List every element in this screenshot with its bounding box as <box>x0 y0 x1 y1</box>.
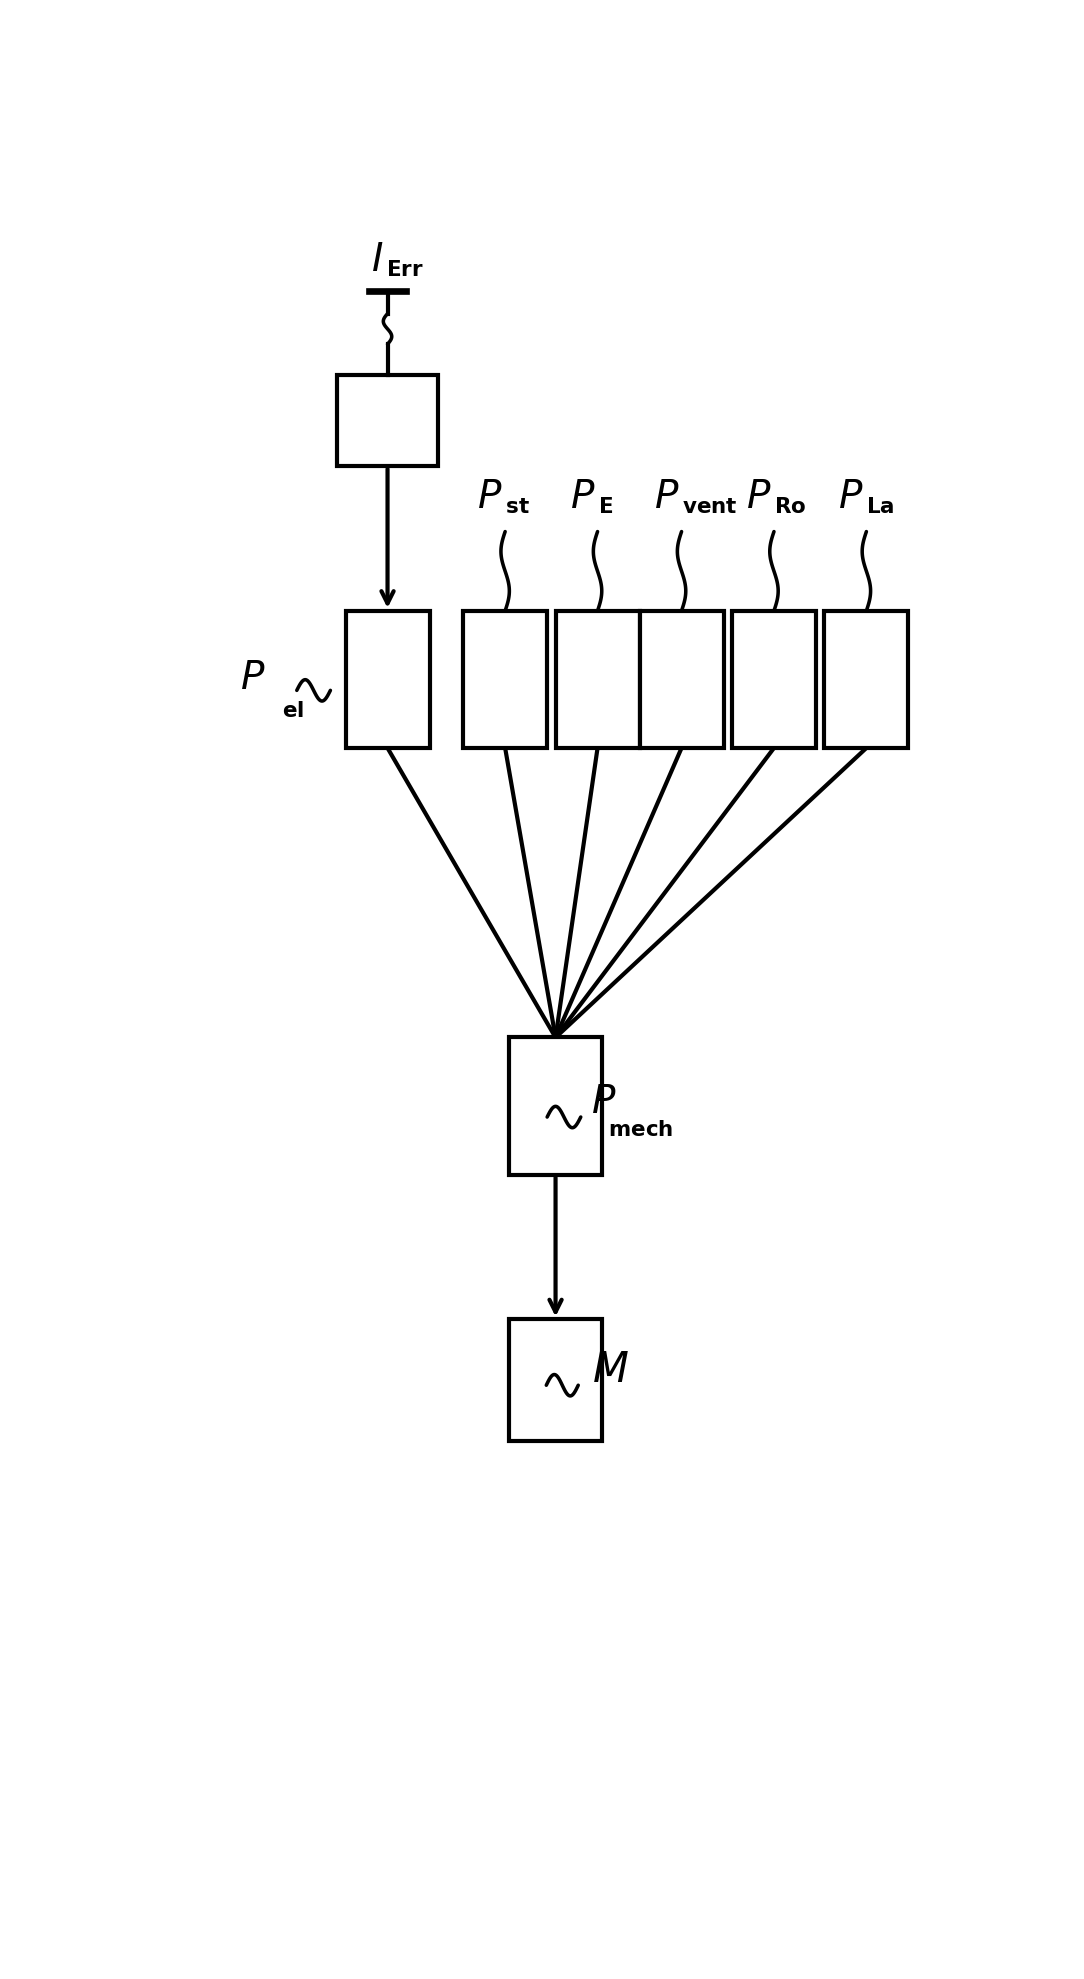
Text: $\mathit{P}$: $\mathit{P}$ <box>591 1083 616 1120</box>
Text: $_{\mathbf{Err}}$: $_{\mathbf{Err}}$ <box>386 249 424 279</box>
Text: $\mathit{P}$: $\mathit{P}$ <box>477 479 503 517</box>
Text: $\mathit{P}$: $\mathit{P}$ <box>654 479 679 517</box>
Text: $\mathit{I}$: $\mathit{I}$ <box>371 241 384 279</box>
Text: $_{\mathbf{La}}$: $_{\mathbf{La}}$ <box>866 487 895 517</box>
Text: $_{\mathbf{Ro}}$: $_{\mathbf{Ro}}$ <box>774 487 806 517</box>
Bar <box>509 1037 602 1176</box>
Bar <box>463 612 547 748</box>
Bar <box>509 1320 602 1441</box>
Text: $_{\mathbf{st}}$: $_{\mathbf{st}}$ <box>505 487 530 517</box>
Text: $_{\mathbf{E}}$: $_{\mathbf{E}}$ <box>597 487 612 517</box>
Text: $\mathit{M}$: $\mathit{M}$ <box>592 1350 629 1391</box>
Bar <box>732 612 816 748</box>
Text: $_{\mathbf{vent}}$: $_{\mathbf{vent}}$ <box>682 487 737 517</box>
Bar <box>640 612 723 748</box>
Bar <box>346 612 429 748</box>
Bar <box>555 612 640 748</box>
Text: $_{\mathbf{el}}$: $_{\mathbf{el}}$ <box>282 691 304 720</box>
Text: $\mathit{P}$: $\mathit{P}$ <box>839 479 864 517</box>
Text: $_{\mathbf{mech}}$: $_{\mathbf{mech}}$ <box>608 1110 673 1140</box>
Text: $\mathit{P}$: $\mathit{P}$ <box>746 479 772 517</box>
Bar <box>337 374 438 465</box>
Bar <box>824 612 908 748</box>
Text: $\mathit{P}$: $\mathit{P}$ <box>570 479 595 517</box>
Text: $\mathit{P}$: $\mathit{P}$ <box>241 659 266 697</box>
